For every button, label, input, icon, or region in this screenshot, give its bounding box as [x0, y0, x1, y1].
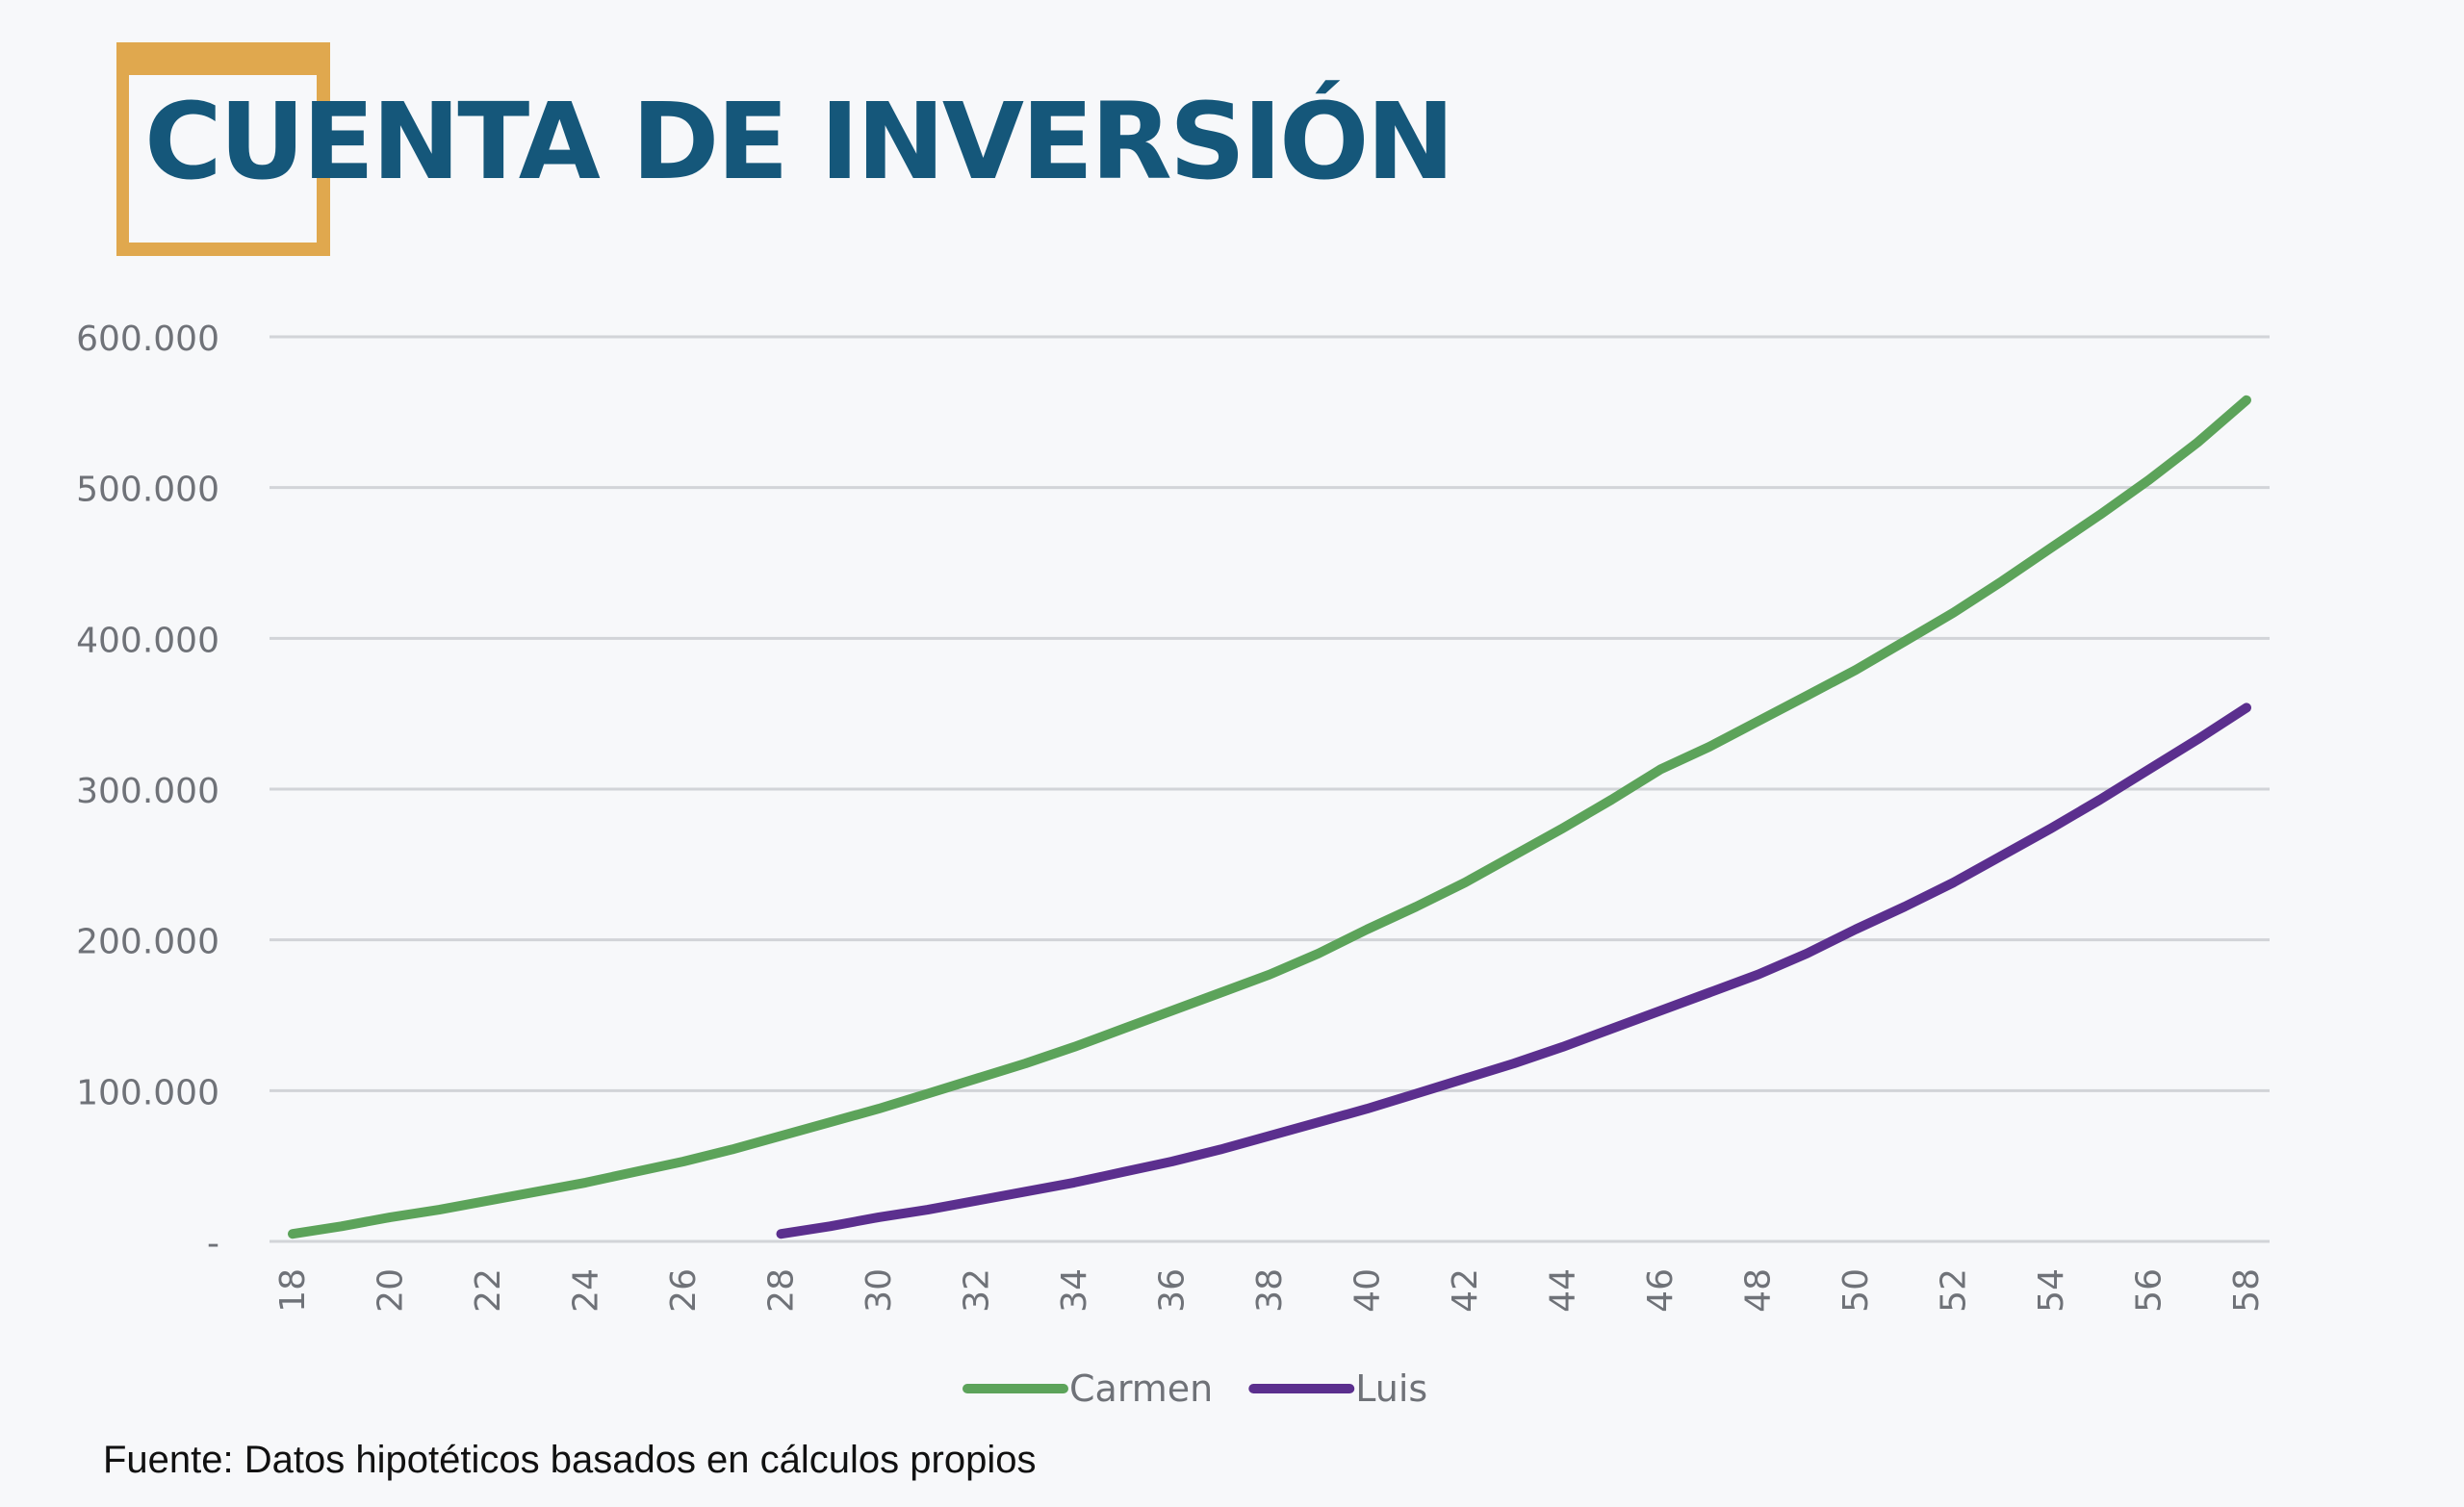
investment-line-chart: - 100.000 200.000 300.000 400.000 500.000 600.… — [76, 319, 2270, 1410]
legend: Carmen Luis — [962, 1367, 1427, 1410]
x-tick-label: 24 — [567, 1268, 606, 1313]
y-tick-label: 400.000 — [76, 621, 219, 660]
series-lines — [288, 395, 2251, 1239]
y-tick-label: 100.000 — [76, 1073, 219, 1112]
x-tick-label: 38 — [1250, 1268, 1290, 1313]
x-tick-label: 42 — [1446, 1268, 1485, 1313]
x-tick-label: 46 — [1641, 1268, 1681, 1313]
x-tick-label: 20 — [372, 1268, 411, 1313]
x-axis-tick-labels: 18 20 22 24 26 28 30 32 34 36 38 40 42 44 46 48 50 52 54 56… — [273, 1268, 2267, 1313]
x-tick-label: 50 — [1836, 1268, 1876, 1313]
x-tick-label: 44 — [1544, 1268, 1583, 1313]
y-tick-label: 600.000 — [76, 319, 219, 359]
x-tick-label: 54 — [2032, 1268, 2071, 1313]
x-tick-label: 22 — [469, 1268, 508, 1313]
x-tick-label: 32 — [958, 1268, 997, 1313]
y-tick-label: 300.000 — [76, 772, 219, 811]
x-tick-label: 58 — [2227, 1268, 2267, 1313]
title-frame-decoration — [103, 29, 344, 269]
y-tick-label: 200.000 — [76, 923, 219, 962]
x-tick-label: 30 — [860, 1268, 899, 1313]
grid-lines — [270, 335, 2270, 1243]
x-tick-label: 18 — [273, 1268, 313, 1313]
x-tick-label: 56 — [2130, 1268, 2169, 1313]
x-tick-label: 34 — [1055, 1268, 1094, 1313]
x-tick-label: 48 — [1739, 1268, 1779, 1313]
source-note: Fuente: Datos hipotéticos basados en cál… — [103, 1439, 1037, 1481]
x-tick-label: 36 — [1153, 1268, 1193, 1313]
legend-label-luis: Luis — [1355, 1367, 1427, 1410]
y-tick-label: 500.000 — [76, 471, 219, 510]
series-line-carmen — [288, 395, 2251, 1239]
x-tick-label: 26 — [664, 1268, 704, 1313]
legend-label-carmen: Carmen — [1069, 1367, 1213, 1410]
page-title: CUENTA DE INVERSIÓN — [144, 80, 1455, 203]
x-tick-label: 52 — [1935, 1268, 1974, 1313]
x-tick-label: 40 — [1348, 1268, 1388, 1313]
y-tick-label: - — [207, 1224, 219, 1264]
x-tick-label: 28 — [762, 1268, 802, 1313]
series-line-luis — [776, 702, 2251, 1239]
y-axis-tick-labels: - 100.000 200.000 300.000 400.000 500.000 600.… — [76, 319, 219, 1264]
